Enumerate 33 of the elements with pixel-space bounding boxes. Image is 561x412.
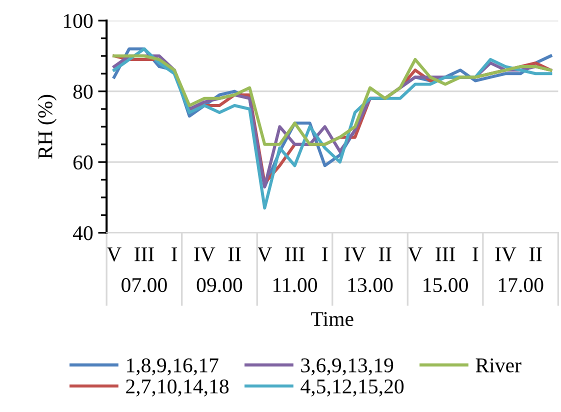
text: 07.00 — [122, 278, 167, 292]
x-tick-label: V — [257, 247, 272, 262]
x-tick-label: III — [436, 247, 455, 262]
y-tick-label: 80 — [73, 84, 93, 99]
y-axis-title: RH (%) — [38, 94, 57, 159]
text: 11.00 — [274, 278, 318, 292]
x-tick-label: II — [529, 247, 542, 262]
x-tick-label: V — [408, 247, 422, 262]
text: 13.00 — [348, 278, 393, 292]
x-tick-label: IV — [495, 247, 516, 262]
x-tick-label: IV — [344, 247, 366, 262]
x-tick-label: III — [285, 247, 304, 262]
x-tick-label: I — [172, 247, 178, 262]
y-tick-label: 40 — [72, 226, 93, 240]
x-tick-label: I — [472, 247, 478, 262]
x-tick-label: II — [228, 247, 241, 262]
x-tick-label: V — [106, 247, 122, 262]
text: 09.00 — [196, 278, 242, 292]
text: 17.00 — [498, 278, 544, 292]
legend-label: 2,7,10,14,18 — [126, 379, 229, 397]
legend-label: River — [476, 358, 522, 372]
text: 15.00 — [424, 278, 468, 292]
x-tick-label: II — [378, 247, 392, 262]
y-tick-label: 60 — [73, 155, 93, 170]
legend-label: 1,8,9,16,17 — [127, 358, 218, 376]
y-tick-label: 100 — [64, 14, 93, 28]
line-series — [112, 54, 552, 146]
legend-label: 3,6,9,13,19 — [301, 358, 394, 376]
x-axis-title: Time — [311, 312, 354, 326]
legend-label: 4,5,12,15,20 — [300, 379, 404, 397]
x-tick-label: IV — [194, 247, 216, 262]
x-tick-label: III — [134, 247, 154, 262]
x-tick-label: I — [322, 247, 328, 262]
